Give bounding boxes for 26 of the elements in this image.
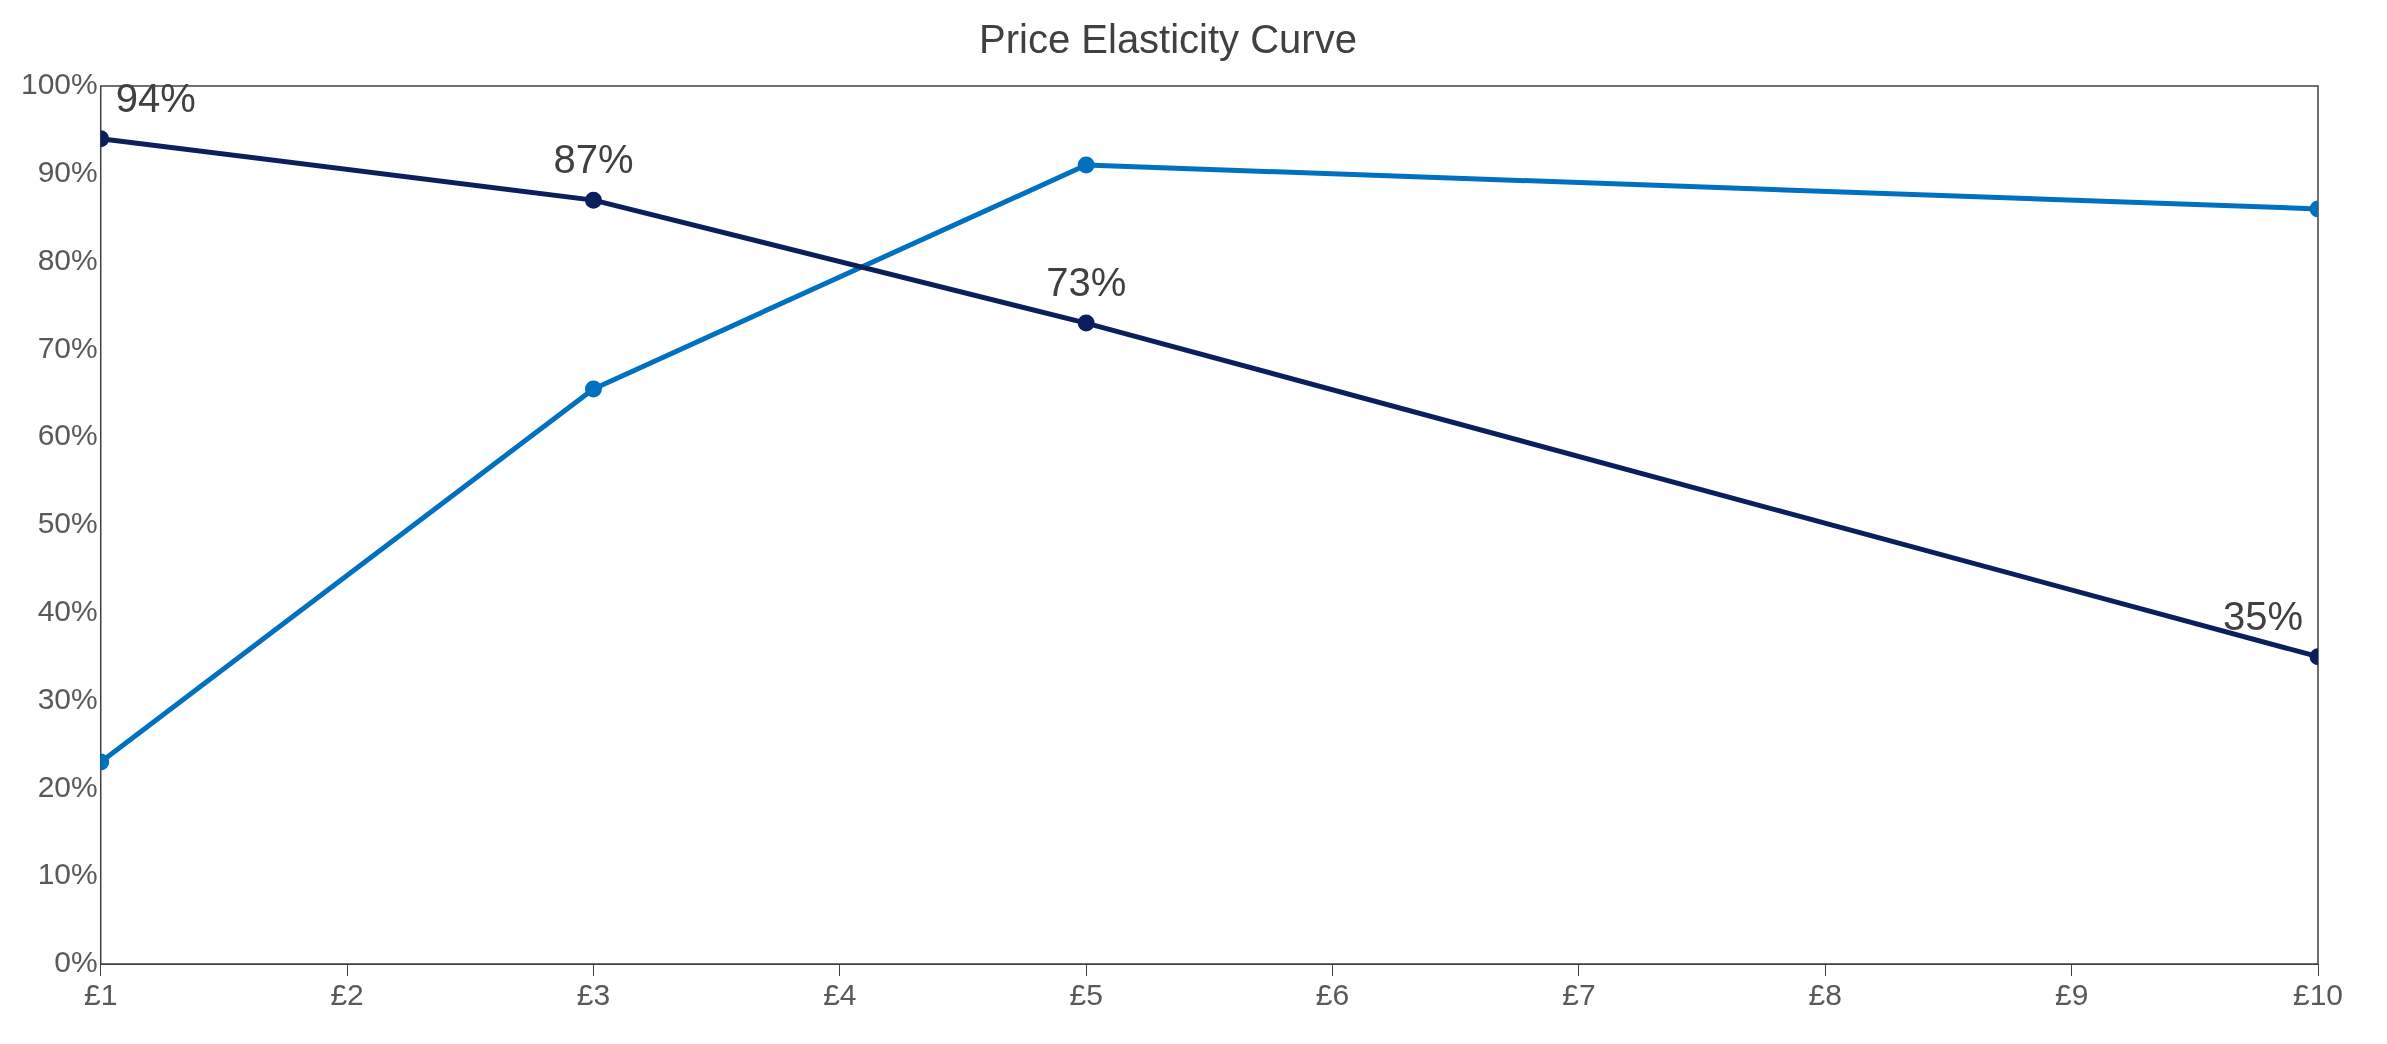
x-tick-label: £9 bbox=[2054, 978, 2089, 1012]
y-tick-label: 90% bbox=[37, 155, 98, 189]
x-tick-label: £5 bbox=[1069, 978, 1103, 1012]
data-label: 87% bbox=[553, 137, 634, 182]
data-label: 73% bbox=[1046, 260, 1127, 305]
x-tick-label: £7 bbox=[1562, 978, 1596, 1012]
y-tick-label: 70% bbox=[37, 330, 98, 364]
y-tick-label: 50% bbox=[37, 506, 98, 540]
x-tick-label: £2 bbox=[330, 978, 364, 1012]
data-label: 94% bbox=[115, 75, 196, 120]
x-tick-label: £6 bbox=[1315, 978, 1350, 1012]
data-label: 35% bbox=[2222, 593, 2304, 638]
y-tick-label: 60% bbox=[37, 418, 98, 452]
y-tick-label: 0% bbox=[54, 945, 98, 979]
x-tick-label: £10 bbox=[2292, 978, 2344, 1012]
y-tick-label: 10% bbox=[37, 857, 98, 891]
y-tick-label: 20% bbox=[37, 769, 98, 803]
y-tick-label: 30% bbox=[37, 681, 98, 715]
x-tick-label: £1 bbox=[84, 978, 118, 1012]
x-tick-label: £4 bbox=[823, 978, 857, 1012]
chart-title: Price Elasticity Curve bbox=[979, 17, 1357, 62]
x-tick-label: £8 bbox=[1808, 978, 1842, 1012]
y-tick-label: 80% bbox=[37, 242, 98, 276]
y-tick-label: 100% bbox=[20, 67, 98, 101]
x-tick-label: £3 bbox=[576, 978, 611, 1012]
y-tick-label: 40% bbox=[37, 594, 98, 628]
